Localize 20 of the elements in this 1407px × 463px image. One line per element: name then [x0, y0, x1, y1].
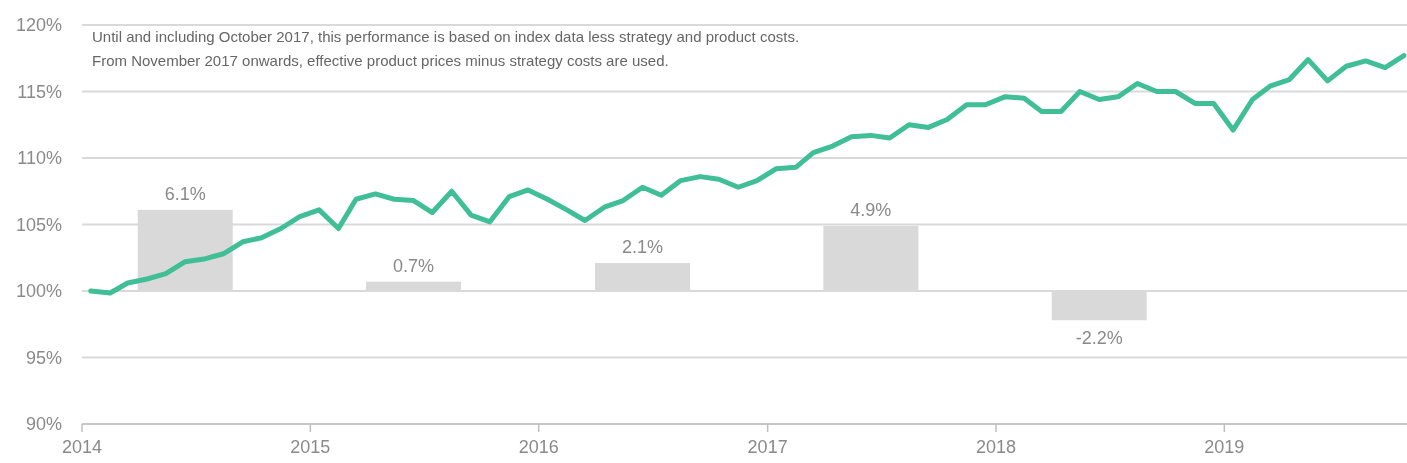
- y-tick-label: 115%: [17, 81, 62, 102]
- data-label: 0.7%: [393, 255, 435, 276]
- y-tick-label: 90%: [25, 414, 62, 434]
- annotation: Until and including October 2017, this performance is based on index data less strategy and product costs.: [92, 28, 800, 45]
- y-tick-label: 95%: [25, 347, 62, 368]
- x-tick-label: 2018: [975, 437, 1017, 457]
- x-tick-label: 2016: [518, 437, 559, 457]
- x-tick-label: 2019: [1204, 437, 1245, 457]
- y-tick-label: 110%: [17, 148, 62, 168]
- data-label: 6.1%: [164, 183, 206, 204]
- x-tick-label: 2017: [747, 437, 788, 457]
- y-tick-label: 120%: [15, 15, 62, 35]
- data-label: 2.1%: [622, 237, 664, 258]
- data-label: -2.2%: [1075, 328, 1123, 349]
- y-tick-label: 105%: [15, 214, 62, 235]
- x-tick-label: 2015: [290, 437, 331, 457]
- y-tick-label: 100%: [15, 281, 62, 301]
- x-tick-label: 2014: [61, 437, 103, 457]
- annotation: From November 2017 onwards, effective product prices minus strategy costs are used.: [92, 52, 669, 69]
- data-label: 4.9%: [850, 199, 892, 220]
